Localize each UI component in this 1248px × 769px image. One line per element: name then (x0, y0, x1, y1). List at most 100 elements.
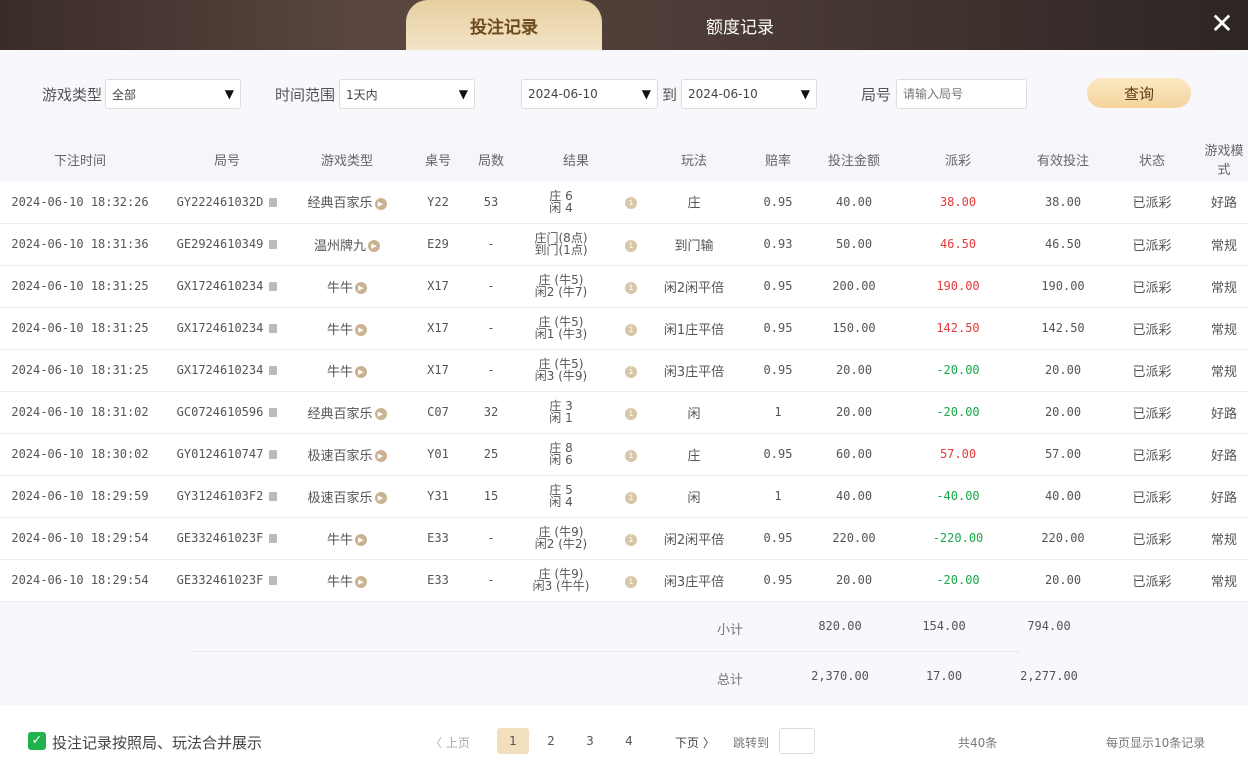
table-row[interactable]: 2024-06-10 18:31:36 GE2924610349 温州牌九 ▶ E… (0, 223, 1248, 266)
copy-icon[interactable] (269, 408, 278, 417)
round-count: - (476, 517, 506, 560)
copy-icon[interactable] (269, 240, 278, 249)
column-header: 游戏模式 (1200, 137, 1248, 181)
round-id-cell: GC0724610596 (160, 391, 294, 434)
table-row[interactable]: 2024-06-10 18:31:25 GX1724610234 牛牛 ▶ X17… (0, 265, 1248, 308)
column-header: 投注金额 (814, 137, 894, 181)
page-1-button[interactable]: 1 (497, 728, 529, 754)
round-input[interactable] (896, 79, 1028, 109)
copy-icon[interactable] (269, 534, 278, 543)
info-icon[interactable]: i (625, 407, 637, 420)
table-row[interactable]: 2024-06-10 18:29:59 GY31246103F2 极速百家乐 ▶ … (0, 475, 1248, 518)
play-replay-icon[interactable]: ▶ (355, 282, 367, 294)
table-id: X17 (400, 265, 476, 308)
prev-page-button[interactable]: 〈 上页 (430, 736, 470, 750)
game-type-select[interactable]: 全部 ▼ (105, 79, 242, 109)
info-icon[interactable]: i (625, 239, 637, 252)
play-replay-icon[interactable]: ▶ (374, 450, 387, 462)
payout: -20.00 (894, 391, 1022, 434)
game-mode: 常规 (1200, 517, 1248, 560)
time-range-label: 时间范围 (275, 85, 336, 104)
page-4-button[interactable]: 4 (625, 734, 633, 748)
play-replay-icon[interactable]: ▶ (374, 197, 387, 210)
page-3-button[interactable]: 3 (586, 734, 594, 748)
page-2-button[interactable]: 2 (547, 734, 555, 748)
info-cell: i (616, 349, 646, 392)
info-icon[interactable]: i (625, 575, 637, 588)
info-icon[interactable]: i (625, 449, 637, 462)
play-replay-icon[interactable]: ▶ (368, 240, 380, 252)
play-replay-icon[interactable]: ▶ (355, 534, 367, 546)
copy-icon[interactable] (269, 366, 278, 375)
table-row[interactable]: 2024-06-10 18:29:54 GE332461023F 牛牛 ▶ E33… (0, 559, 1248, 602)
bet-amount: 20.00 (814, 391, 894, 434)
info-icon[interactable]: i (625, 323, 637, 336)
time-range-value: 1天内 (346, 87, 378, 102)
result-line-1: 庄 8 (549, 441, 573, 455)
bet-amount: 50.00 (814, 223, 894, 266)
dropdown-arrow-icon: ▼ (224, 87, 235, 101)
subtotal-payout: 154.00 (922, 619, 966, 633)
copy-icon[interactable] (269, 576, 278, 585)
to-label: 到 (662, 85, 678, 104)
info-icon[interactable]: i (625, 281, 637, 294)
table-id: C07 (400, 391, 476, 434)
info-icon[interactable]: i (625, 533, 637, 546)
round-id: GE332461023F (176, 573, 264, 587)
tab-bet-records[interactable]: 投注记录 (406, 0, 602, 50)
copy-icon[interactable] (269, 450, 278, 459)
round-id: GX1724610234 (176, 279, 264, 293)
table-id: E29 (400, 223, 476, 266)
play-replay-icon[interactable]: ▶ (374, 492, 387, 504)
next-page-button[interactable]: 下页 〉 (675, 736, 715, 750)
game-mode: 好路 (1200, 181, 1248, 224)
round-id: GC0724610596 (176, 405, 264, 419)
result-line-1: 庄门(8点) (534, 231, 588, 245)
info-cell: i (616, 223, 646, 266)
close-icon[interactable]: ✕ (1210, 7, 1234, 40)
dropdown-arrow-icon: ▼ (800, 87, 811, 101)
play-type: 到门输 (646, 223, 742, 266)
copy-icon[interactable] (269, 492, 278, 501)
jump-page-input[interactable] (779, 728, 815, 754)
table-row[interactable]: 2024-06-10 18:32:26 GY222461032D 经典百家乐 ▶ … (0, 181, 1248, 224)
table-id: Y31 (400, 475, 476, 518)
table-row[interactable]: 2024-06-10 18:29:54 GE332461023F 牛牛 ▶ E33… (0, 517, 1248, 560)
bet-amount: 150.00 (814, 307, 894, 350)
dropdown-arrow-icon: ▼ (641, 87, 651, 101)
odds: 0.95 (742, 181, 814, 224)
copy-icon[interactable] (269, 282, 278, 291)
copy-icon[interactable] (269, 324, 278, 333)
time-range-select[interactable]: 1天内 ▼ (339, 79, 476, 109)
column-header: 赔率 (742, 137, 814, 181)
info-icon[interactable]: i (625, 491, 637, 504)
game-type-filter: 游戏类型 全部 ▼ (42, 78, 242, 110)
play-replay-icon[interactable]: ▶ (355, 366, 367, 378)
info-icon[interactable]: i (625, 197, 637, 210)
date-to-select[interactable]: 2024-06-10 ▼ (681, 79, 818, 109)
play-replay-icon[interactable]: ▶ (374, 408, 387, 420)
total-bet: 2,370.00 (811, 669, 869, 683)
play-replay-icon[interactable]: ▶ (355, 576, 367, 588)
table-row[interactable]: 2024-06-10 18:30:02 GY0124610747 极速百家乐 ▶ … (0, 433, 1248, 476)
table-row[interactable]: 2024-06-10 18:31:25 GX1724610234 牛牛 ▶ X17… (0, 307, 1248, 350)
date-from-select[interactable]: 2024-06-10 ▼ (521, 79, 658, 109)
info-icon[interactable]: i (625, 365, 637, 378)
result-line-1: 庄 (牛5) (538, 315, 584, 329)
copy-icon[interactable] (269, 197, 278, 207)
play-replay-icon[interactable]: ▶ (355, 324, 367, 336)
play-type: 闲3庄平倍 (646, 559, 742, 602)
table-row[interactable]: 2024-06-10 18:31:25 GX1724610234 牛牛 ▶ X17… (0, 349, 1248, 392)
game-type-cell: 牛牛 ▶ (294, 307, 400, 350)
date-from-value: 2024-06-10 (528, 87, 598, 101)
game-type-cell: 牛牛 ▶ (294, 265, 400, 308)
game-type: 经典百家乐 (307, 196, 373, 212)
tab-credit-records[interactable]: 额度记录 (706, 17, 774, 38)
query-button[interactable]: 查询 (1087, 78, 1191, 108)
status: 已派彩 (1104, 181, 1200, 224)
table-row[interactable]: 2024-06-10 18:31:02 GC0724610596 经典百家乐 ▶ … (0, 391, 1248, 434)
round-count: - (476, 265, 506, 308)
result-line-2: 到门(1点) (534, 243, 588, 257)
merge-checkbox[interactable]: ✓ (28, 732, 46, 750)
